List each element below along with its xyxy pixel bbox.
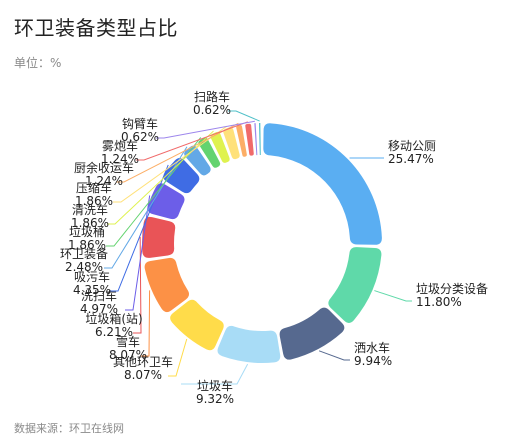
slice-value-label: 1.86% (71, 216, 109, 230)
slice-5[interactable] (170, 299, 224, 351)
leader-line-9 (110, 164, 169, 292)
slice-12[interactable] (210, 131, 230, 163)
slice-value-label: 8.07% (124, 368, 162, 382)
slice-name-label: 厨余收运车 (74, 160, 134, 175)
slice-1[interactable] (263, 123, 382, 245)
leader-line-11 (106, 137, 202, 247)
slice-name-label: 洒水车 (354, 340, 390, 355)
slice-name-label: 垃圾箱(站) (85, 311, 142, 326)
leader-line-6 (141, 290, 151, 357)
slice-16[interactable] (254, 123, 258, 156)
leader-line-14 (116, 122, 239, 183)
slice-name-label: 雾炮车 (102, 138, 138, 153)
leader-line-2 (374, 290, 412, 302)
slice-4[interactable] (217, 325, 281, 364)
slice-value-label: 4.97% (80, 302, 118, 316)
slice-value-label: 6.21% (95, 325, 133, 339)
slice-value-label: 1.24% (85, 174, 123, 188)
leader-line-5 (168, 338, 188, 377)
slice-13[interactable] (223, 127, 240, 160)
slice-name-label: 其他环卫车 (113, 354, 173, 369)
leader-line-10 (104, 146, 188, 269)
slice-name-label: 雪车 (116, 334, 140, 349)
slice-value-label: 0.62% (121, 130, 159, 144)
slice-17[interactable] (259, 123, 261, 156)
unit-label: 单位：% (14, 56, 62, 70)
slice-value-label: 1.86% (68, 238, 106, 252)
slice-value-label: 9.94% (354, 354, 392, 368)
slice-value-label: 25.47% (388, 152, 434, 166)
leader-line-7 (133, 236, 142, 334)
leader-line-12 (107, 130, 214, 225)
slice-name-label: 钩臂车 (122, 116, 158, 131)
slice-name-label: 移动公厕 (388, 139, 436, 153)
slice-name-label: 吸污车 (74, 269, 110, 284)
leader-line-15 (136, 121, 248, 161)
slice-name-label: 环卫装备 (60, 247, 108, 261)
slice-2[interactable] (328, 247, 382, 323)
leader-line-3 (318, 350, 350, 361)
slice-name-label: 扫路车 (194, 89, 230, 104)
slice-name-label: 清洗车 (72, 202, 108, 217)
slice-value-label: 1.24% (101, 152, 139, 166)
slice-6[interactable] (144, 257, 190, 313)
slice-name-label: 垃圾车 (197, 378, 233, 393)
slice-3[interactable] (279, 307, 345, 360)
slice-11[interactable] (198, 137, 221, 168)
slice-value-label: 11.80% (416, 295, 462, 309)
leader-line-17 (228, 110, 260, 122)
slice-value-label: 1.86% (75, 194, 113, 208)
slice-value-label: 0.62% (193, 103, 231, 117)
leader-line-4 (181, 363, 249, 385)
leader-line-16 (156, 120, 255, 139)
leader-line-8 (125, 195, 151, 311)
slice-value-label: 9.32% (196, 392, 234, 406)
slice-name-label: 压缩车 (76, 180, 112, 195)
slice-name-label: 垃圾桶 (69, 224, 105, 239)
slice-name-label: 垃圾分类设备 (416, 281, 488, 296)
slice-15[interactable] (245, 123, 254, 156)
slice-7[interactable] (142, 216, 176, 258)
data-source: 数据来源：环卫在线网 (14, 422, 124, 435)
slice-value-label: 4.35% (73, 283, 111, 297)
slice-value-label: 8.07% (109, 348, 147, 362)
leader-line-13 (113, 125, 228, 203)
slice-value-label: 2.48% (65, 260, 103, 274)
slice-9[interactable] (163, 158, 200, 194)
slice-name-label: 洗扫车 (81, 288, 117, 303)
slice-14[interactable] (236, 125, 247, 157)
chart-title: 环卫装备类型占比 (14, 16, 178, 40)
